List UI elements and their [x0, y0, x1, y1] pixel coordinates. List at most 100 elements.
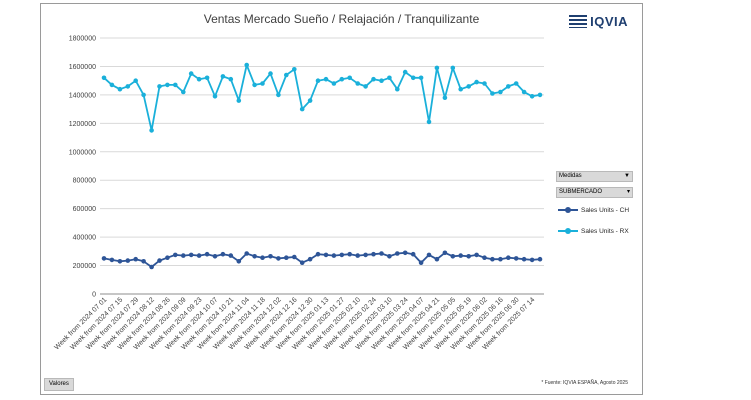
legend-swatch-ch	[558, 207, 578, 213]
data-point	[292, 254, 297, 260]
data-point	[379, 78, 384, 83]
data-point	[109, 257, 115, 263]
data-point	[323, 252, 329, 258]
y-tick-label: 800000	[73, 178, 96, 185]
data-point	[379, 251, 384, 256]
legend-label-rx: Sales Units - RX	[581, 227, 629, 235]
data-point	[331, 81, 337, 86]
data-point	[339, 76, 345, 82]
data-point	[204, 251, 210, 257]
data-point	[418, 75, 424, 81]
data-point	[165, 82, 170, 88]
data-point	[276, 92, 281, 98]
data-point	[466, 84, 472, 89]
gridlines	[100, 37, 544, 295]
y-tick-label: 1800000	[69, 36, 96, 43]
legend-item-rx: Sales Units - RX	[558, 226, 629, 236]
data-point	[284, 255, 289, 260]
data-point	[347, 251, 353, 257]
data-point	[387, 75, 392, 81]
data-point	[498, 256, 503, 262]
data-point	[188, 252, 194, 258]
data-point	[506, 255, 511, 260]
data-point	[307, 98, 313, 103]
data-point	[133, 78, 138, 83]
valores-field-button[interactable]: Valores	[44, 378, 74, 391]
data-point	[165, 255, 170, 260]
data-point	[101, 256, 107, 261]
data-point	[315, 251, 321, 257]
data-point	[339, 252, 345, 258]
data-point	[363, 84, 368, 89]
data-point	[173, 252, 178, 258]
data-point	[141, 259, 146, 264]
chart-title: Ventas Mercado Sueño / Relajación / Tran…	[203, 12, 480, 26]
data-point	[537, 256, 543, 262]
data-point	[363, 252, 368, 258]
data-point	[212, 94, 218, 99]
data-point	[141, 92, 146, 98]
data-point	[149, 264, 154, 270]
data-point	[347, 75, 353, 81]
submercado-label: SUBMERCADO	[559, 189, 603, 195]
data-point	[252, 254, 257, 259]
data-point	[395, 251, 400, 256]
data-point	[204, 75, 210, 81]
data-point	[402, 69, 408, 75]
data-point	[371, 76, 376, 82]
data-point	[117, 86, 123, 92]
data-point	[244, 62, 249, 68]
data-point	[474, 79, 479, 85]
data-point	[355, 81, 361, 86]
data-point	[323, 76, 329, 82]
data-point	[482, 81, 487, 86]
series-lines	[101, 62, 543, 270]
data-point	[228, 76, 234, 82]
data-point	[402, 250, 408, 256]
legend-item-ch: Sales Units - CH	[558, 205, 629, 215]
chevron-down-icon[interactable]: ▾	[626, 189, 630, 195]
data-point	[442, 250, 448, 256]
data-point	[442, 95, 448, 100]
legend-swatch-rx	[558, 228, 578, 234]
data-point	[315, 78, 321, 83]
data-point	[490, 91, 495, 96]
data-point	[220, 251, 226, 257]
data-point	[157, 84, 162, 89]
y-tick-label: 400000	[73, 235, 96, 242]
data-point	[537, 92, 543, 98]
data-point	[188, 71, 194, 76]
data-point	[299, 106, 305, 112]
data-point	[458, 86, 464, 92]
series-line	[103, 64, 541, 132]
data-point	[244, 251, 249, 256]
data-point	[450, 65, 456, 71]
data-point	[284, 72, 289, 78]
data-point	[529, 94, 535, 99]
y-tick-label: 1600000	[69, 64, 96, 71]
data-point	[434, 256, 440, 262]
data-point	[371, 251, 376, 257]
data-point	[434, 65, 440, 71]
data-point	[450, 254, 456, 259]
data-point	[498, 89, 503, 95]
data-point	[268, 254, 273, 259]
data-point	[506, 84, 511, 89]
medidas-field-button[interactable]: Medidas ▼	[556, 171, 633, 182]
line-chart: 0 200000 400000 600000 800000 1000000 1200000 1…	[53, 36, 544, 351]
data-point	[529, 257, 535, 263]
data-point	[173, 82, 178, 88]
submercado-field-button[interactable]: SUBMERCADO ▾	[556, 187, 633, 198]
data-point	[260, 255, 265, 260]
data-point	[181, 253, 186, 258]
data-point	[395, 86, 400, 92]
data-point	[133, 256, 138, 262]
data-point	[418, 260, 424, 266]
filter-icon[interactable]: ▼	[624, 173, 630, 179]
data-point	[513, 256, 519, 261]
iqvia-logo-text: IQVIA	[590, 14, 628, 29]
iqvia-logo-icon	[569, 15, 588, 28]
data-point	[236, 259, 242, 264]
chart-frame: 0 200000 400000 600000 800000 1000000 1200000 1…	[40, 3, 643, 395]
